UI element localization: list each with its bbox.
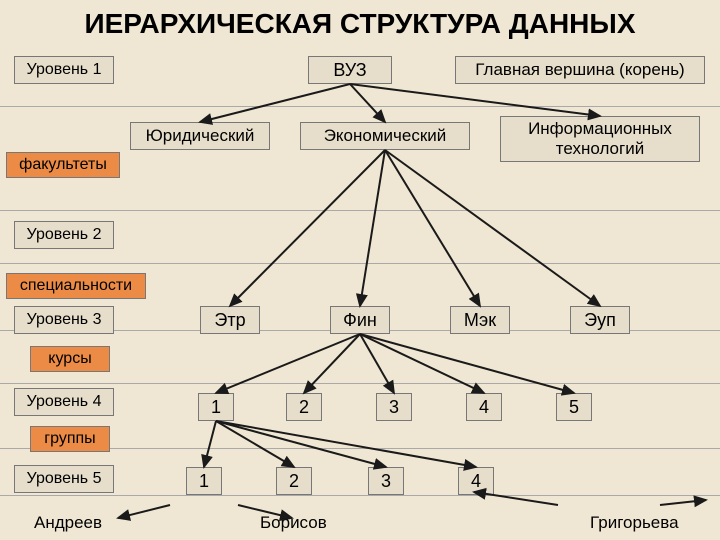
node-sp2: Фин <box>330 306 390 334</box>
node-sp3: Мэк <box>450 306 510 334</box>
side-label-3: специальности <box>6 273 146 299</box>
node-g4: 4 <box>458 467 494 495</box>
node-g3: 3 <box>368 467 404 495</box>
node-g1: 1 <box>186 467 222 495</box>
edge-sp2-c4 <box>360 334 484 393</box>
edge-sp2-c3 <box>360 334 394 393</box>
diagram-canvas: ИЕРАРХИЧЕСКАЯ СТРУКТУРА ДАННЫХ Уровень 1 ф… <box>0 0 720 540</box>
edge-root-fac1 <box>200 84 350 122</box>
side-label-2: Уровень 2 <box>14 221 114 249</box>
node-c3: 3 <box>376 393 412 421</box>
edge-c1-g1 <box>204 421 216 467</box>
node-root: ВУЗ <box>308 56 392 84</box>
node-c2: 2 <box>286 393 322 421</box>
node-fac1: Юридический <box>130 122 270 150</box>
edge-fac2-sp2 <box>360 150 385 306</box>
edge-root-fac2 <box>350 84 385 122</box>
edge-sp2-c5 <box>360 334 574 393</box>
edge-sp2-c1 <box>216 334 360 393</box>
side-label-6: Уровень 4 <box>14 388 114 416</box>
node-fac2: Экономический <box>300 122 470 150</box>
side-label-8: Уровень 5 <box>14 465 114 493</box>
node-c1: 1 <box>198 393 234 421</box>
separator-6 <box>0 495 720 496</box>
edge-fac2-sp3 <box>385 150 480 306</box>
node-g2: 2 <box>276 467 312 495</box>
node-sp1: Этр <box>200 306 260 334</box>
separator-2 <box>0 263 720 264</box>
side-label-1: факультеты <box>6 152 120 178</box>
node-c4: 4 <box>466 393 502 421</box>
edge-fac2-sp1 <box>230 150 385 306</box>
side-label-0: Уровень 1 <box>14 56 114 84</box>
student-0: Андреев <box>34 513 102 533</box>
diagram-title: ИЕРАРХИЧЕСКАЯ СТРУКТУРА ДАННЫХ <box>0 8 720 40</box>
side-label-5: курсы <box>30 346 110 372</box>
node-c5: 5 <box>556 393 592 421</box>
separator-1 <box>0 210 720 211</box>
edge-c1-g4 <box>216 421 476 467</box>
student-1: Борисов <box>260 513 327 533</box>
edge-c1-g3 <box>216 421 386 467</box>
edge-sp2-c2 <box>304 334 360 393</box>
separator-4 <box>0 383 720 384</box>
node-root_lbl: Главная вершина (корень) <box>455 56 705 84</box>
edge-c1-g2 <box>216 421 294 467</box>
separator-0 <box>0 106 720 107</box>
node-sp4: Эуп <box>570 306 630 334</box>
side-label-4: Уровень 3 <box>14 306 114 334</box>
student-arrow-0 <box>118 505 170 518</box>
node-fac3: Информационных технологий <box>500 116 700 162</box>
edge-fac2-sp4 <box>385 150 600 306</box>
student-arrow-3 <box>660 500 706 505</box>
student-2: Григорьева <box>590 513 679 533</box>
edge-root-fac3 <box>350 84 600 116</box>
side-label-7: группы <box>30 426 110 452</box>
